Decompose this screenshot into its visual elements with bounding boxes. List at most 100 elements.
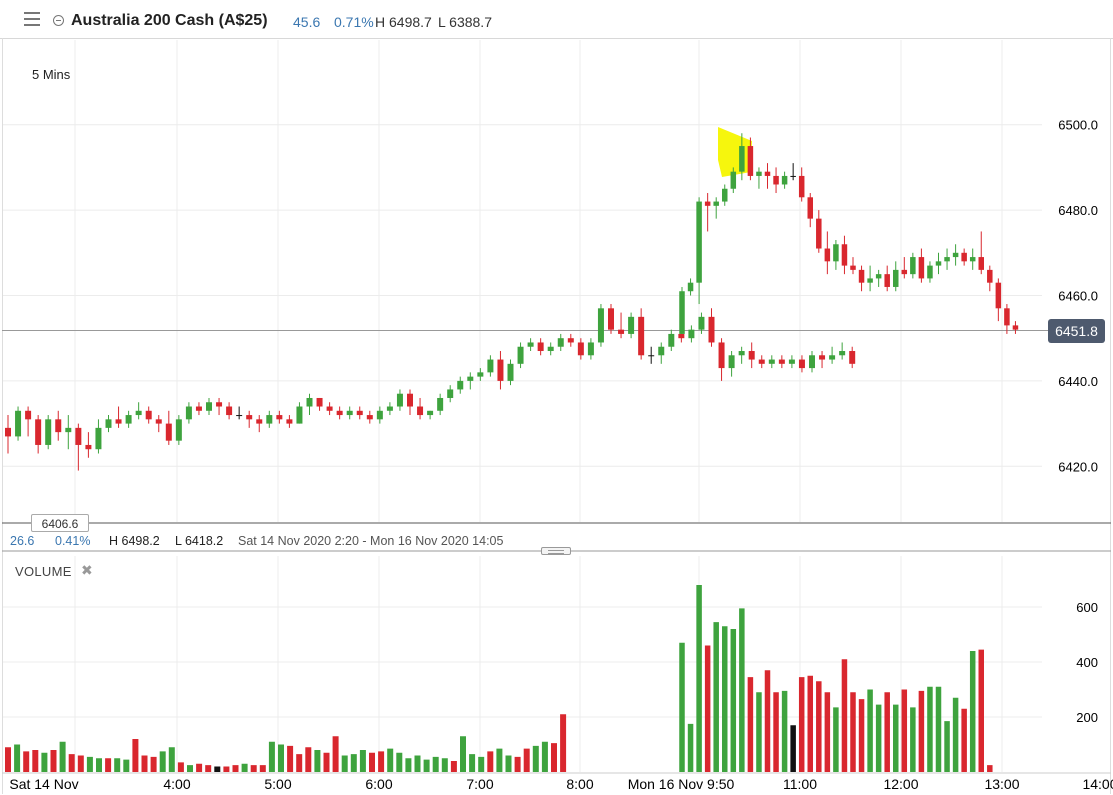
volume-bar	[910, 707, 916, 772]
candle	[708, 308, 715, 347]
candle	[756, 167, 762, 189]
candle-body	[995, 282, 1002, 309]
volume-axis-tick-label: 400	[1076, 655, 1098, 670]
candle	[722, 184, 728, 206]
candle-body	[679, 291, 685, 334]
volume-bar	[952, 697, 959, 772]
candle	[95, 419, 102, 454]
volume-bar	[850, 692, 856, 772]
volume-bar	[23, 751, 30, 772]
candle	[1004, 304, 1010, 334]
candle	[135, 402, 142, 420]
volume-bar	[278, 744, 284, 772]
interval-selector[interactable]: 5 Mins	[32, 67, 71, 82]
candle	[858, 265, 865, 292]
candle-body	[739, 146, 745, 172]
price-axis-tick-label: 6460.0	[1058, 289, 1098, 304]
candle-body	[517, 346, 524, 364]
candle	[668, 329, 675, 352]
volume-bar	[514, 756, 521, 772]
candle-body	[75, 427, 82, 445]
candle-body	[788, 359, 795, 364]
candle-body	[730, 171, 737, 189]
candle-body	[987, 269, 993, 283]
volume-bar	[359, 750, 366, 772]
candle-body	[587, 342, 594, 356]
candle-body	[175, 419, 182, 441]
volume-bar	[241, 763, 248, 772]
volume-bar	[305, 747, 312, 772]
volume-bar	[764, 670, 771, 772]
volume-bar	[816, 681, 822, 772]
candle-body	[25, 410, 32, 420]
panel-resize-handle[interactable]	[541, 547, 571, 555]
candle	[648, 346, 655, 364]
close-icon[interactable]: ✖	[81, 562, 93, 578]
candle-body	[557, 338, 564, 347]
candle	[477, 368, 484, 381]
candle	[296, 402, 303, 424]
candle-body	[698, 316, 705, 330]
candle-body	[346, 410, 353, 416]
candle	[969, 248, 976, 270]
candle	[778, 355, 785, 369]
minus-circle-icon[interactable]	[53, 15, 64, 26]
candle-body	[893, 269, 899, 287]
volume-bar	[369, 752, 375, 772]
candle	[687, 278, 694, 296]
candle	[738, 346, 745, 364]
candle	[961, 248, 967, 266]
highlight-annotation	[718, 127, 752, 177]
candle-body	[155, 419, 162, 424]
hamburger-menu-icon[interactable]	[24, 12, 40, 26]
candle-body	[839, 351, 846, 356]
candle	[537, 338, 544, 356]
volume-bar	[232, 765, 239, 772]
candle-body	[145, 410, 152, 420]
volume-bar	[150, 756, 157, 772]
candle-body	[135, 410, 142, 416]
candle-body	[105, 419, 112, 428]
candle-body	[910, 257, 916, 275]
time-axis-tick-label: 6:00	[365, 776, 392, 792]
time-axis-tick-label: Mon 16 Nov 9:50	[628, 776, 735, 792]
candle	[206, 397, 212, 416]
volume-bar	[969, 651, 976, 772]
candle-body	[567, 338, 574, 343]
candle	[85, 432, 92, 458]
volume-bar	[405, 758, 412, 772]
candle	[75, 423, 82, 471]
candle-body	[296, 406, 303, 424]
volume-bar	[841, 659, 848, 772]
candle-body	[206, 402, 212, 411]
candle	[15, 406, 22, 441]
volume-bar	[387, 748, 394, 772]
volume-panel-title: VOLUME	[15, 564, 72, 579]
candle-body	[1004, 308, 1010, 326]
candle-body	[537, 342, 544, 352]
candle-body	[748, 351, 755, 360]
candle	[952, 244, 959, 266]
candle-body	[55, 419, 62, 433]
volume-bar	[50, 750, 57, 772]
candle	[185, 402, 192, 424]
volume-bar	[781, 690, 788, 772]
candle	[125, 410, 132, 428]
range-min-label: 6406.6	[31, 514, 89, 532]
volume-bar	[541, 741, 548, 772]
candle-body	[978, 257, 984, 270]
candle-body	[668, 333, 675, 347]
candle-body	[356, 410, 363, 416]
candle	[306, 393, 313, 416]
candle-body	[728, 355, 735, 369]
candle-body	[256, 419, 263, 424]
candle	[829, 346, 836, 364]
candle	[45, 415, 52, 450]
volume-bar	[214, 766, 221, 772]
candle-body	[507, 363, 514, 381]
volume-bar	[747, 677, 754, 772]
candle	[105, 415, 112, 433]
price-axis-tick-label: 6420.0	[1058, 459, 1098, 474]
candle	[696, 197, 702, 305]
